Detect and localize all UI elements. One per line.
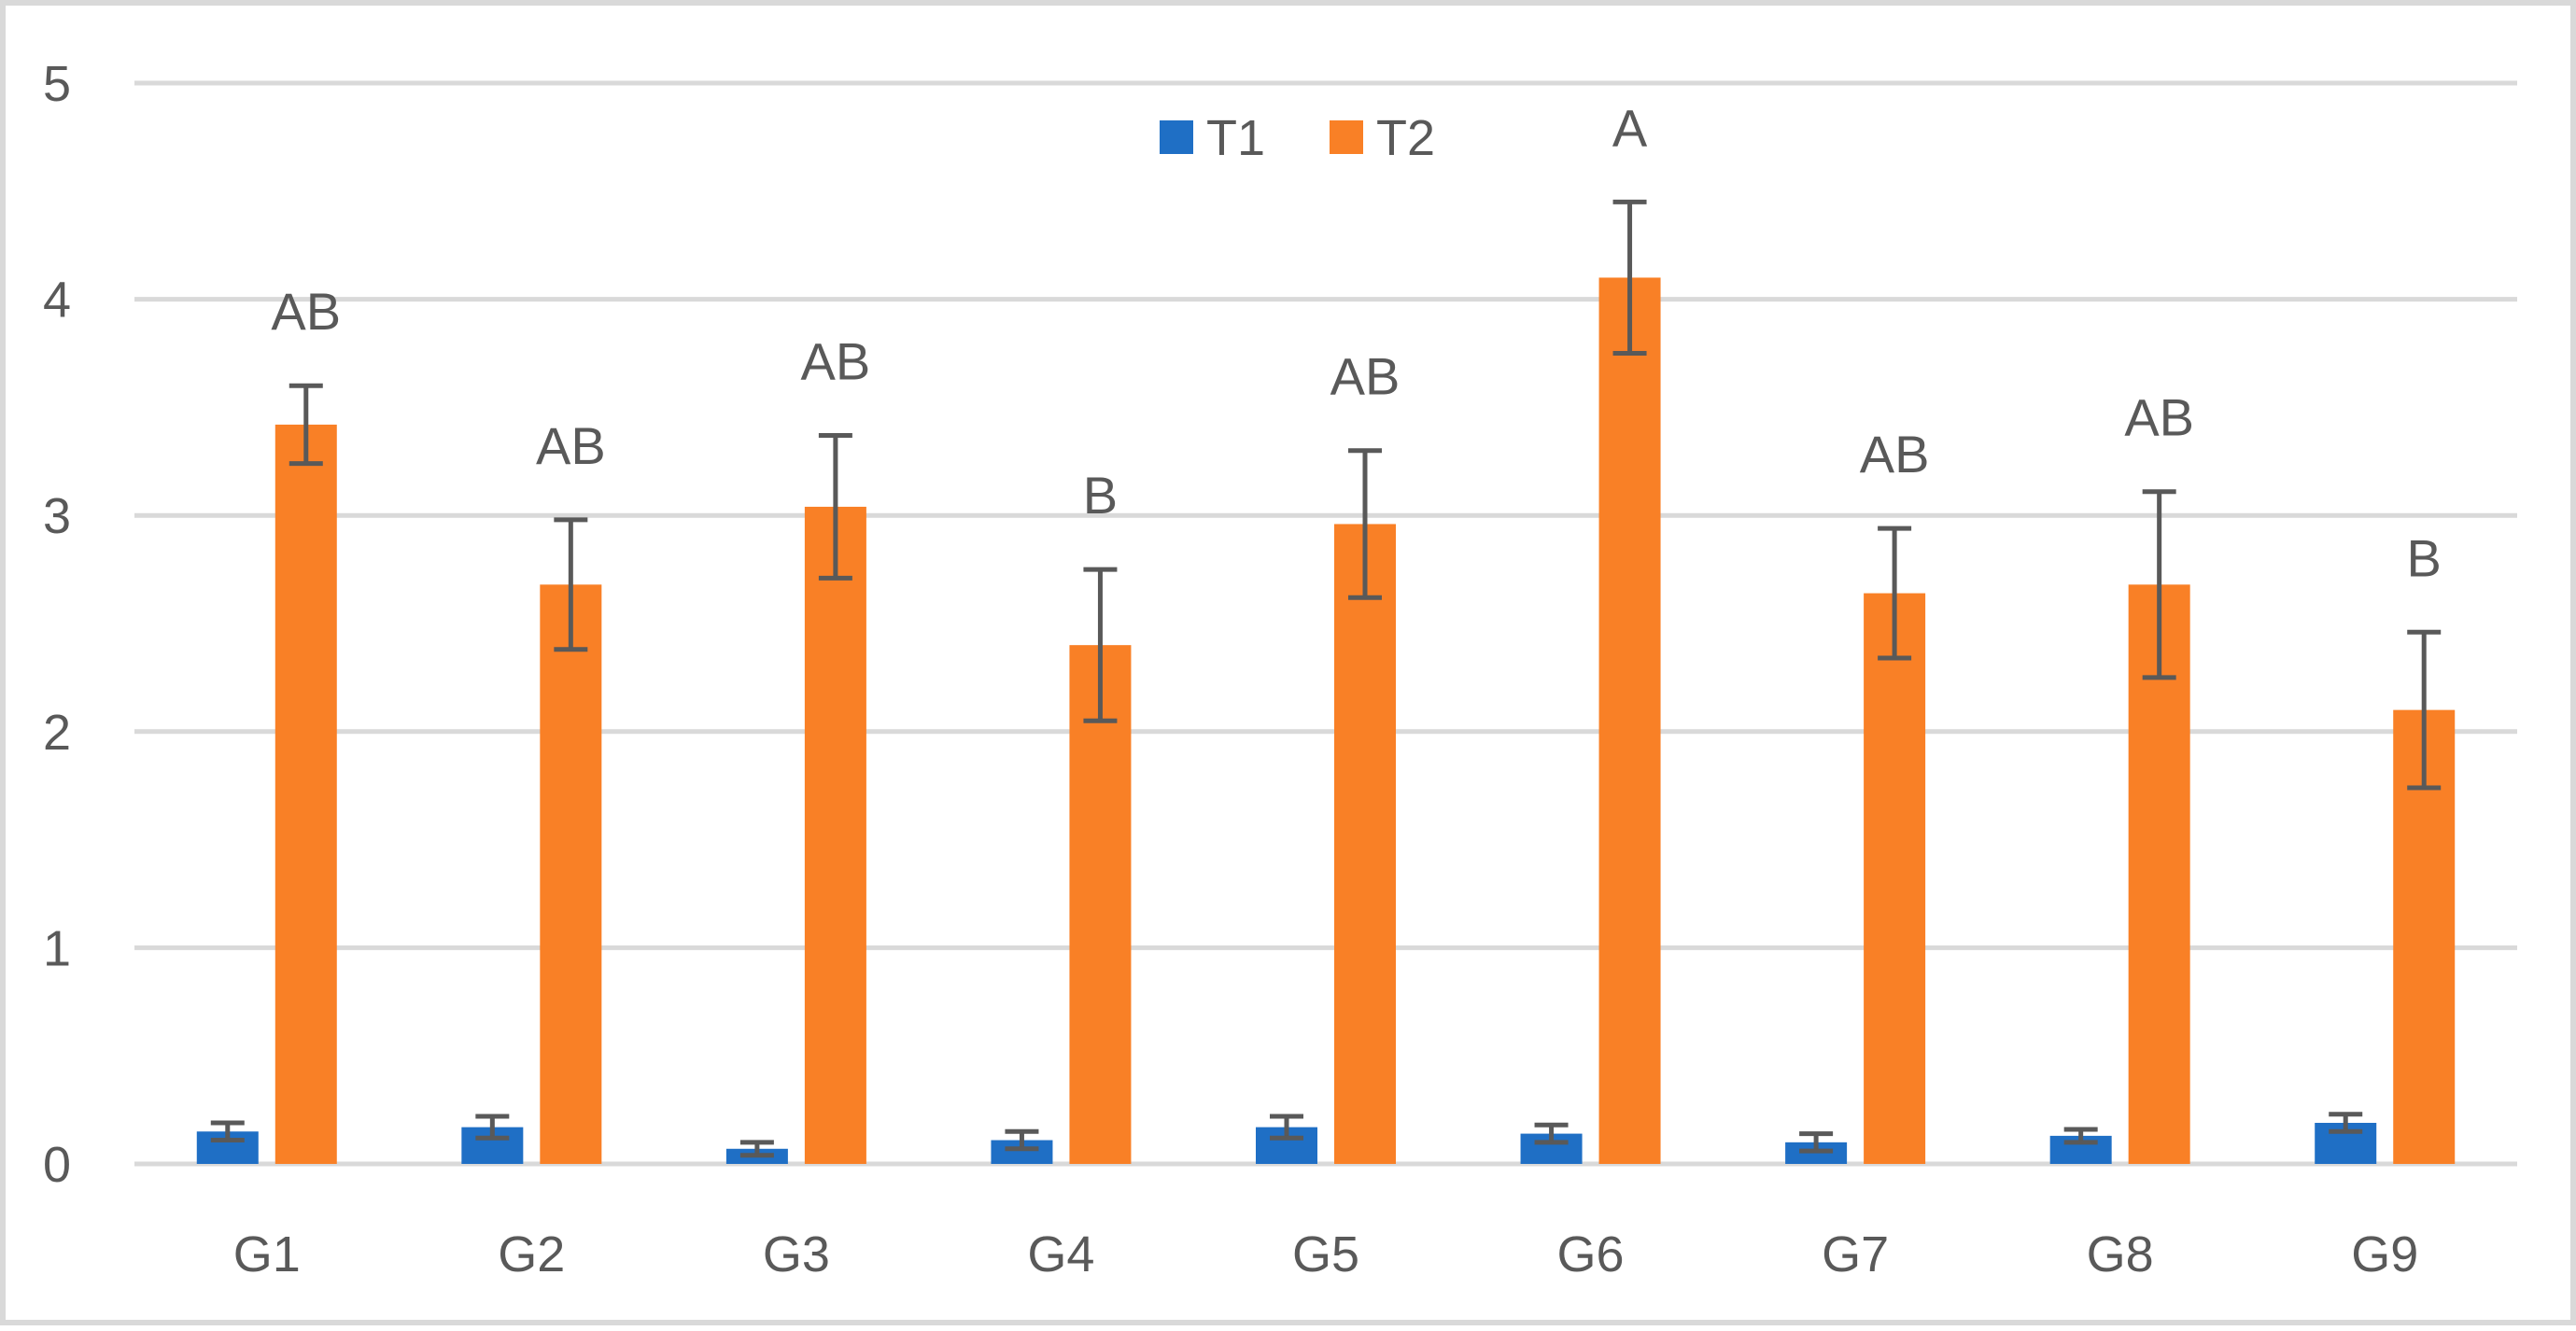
x-tick-label-G3: G3 (763, 1226, 830, 1282)
bar-T2-G1 (274, 424, 337, 1165)
legend-label-T1: T1 (1206, 110, 1265, 166)
significance-label-G8: AB (2124, 388, 2194, 447)
x-tick-label-G1: G1 (233, 1226, 301, 1282)
significance-label-G9: B (2407, 528, 2442, 587)
bar-T2-G7 (1864, 593, 1926, 1164)
x-tick-label-G4: G4 (1027, 1226, 1094, 1282)
significance-labels: AB AB AB B AB A AB AB B (271, 98, 2441, 587)
y-tick-label: 2 (43, 705, 71, 761)
y-axis-ticks: 0 1 2 3 4 5 (43, 56, 71, 1193)
significance-label-G7: AB (1860, 425, 1930, 483)
significance-label-G2: AB (536, 416, 606, 475)
bar-T2-G8 (2128, 584, 2190, 1164)
legend-label-T2: T2 (1376, 110, 1435, 166)
x-axis-ticks: G1 G2 G3 G4 G5 G6 G7 G8 G9 (233, 1226, 2418, 1282)
bar-T2-G2 (540, 584, 602, 1164)
x-tick-label-G5: G5 (1292, 1226, 1359, 1282)
x-tick-label-G7: G7 (1822, 1226, 1889, 1282)
y-tick-label: 0 (43, 1137, 71, 1193)
x-tick-label-G8: G8 (2087, 1226, 2154, 1282)
significance-label-G4: B (1083, 466, 1118, 525)
y-tick-label: 3 (43, 488, 71, 544)
bar-T2-G3 (804, 506, 866, 1164)
significance-label-G5: AB (1330, 347, 1401, 406)
legend-swatch-T2 (1330, 120, 1363, 154)
y-tick-label: 1 (43, 920, 71, 976)
y-tick-label: 4 (43, 273, 71, 329)
error-bars (210, 199, 2442, 1158)
bar-T2-G4 (1069, 645, 1132, 1164)
x-tick-label-G2: G2 (498, 1226, 565, 1282)
bars (196, 277, 2456, 1165)
gridlines (134, 80, 2517, 1167)
significance-label-G3: AB (801, 332, 871, 391)
bar-T2-G5 (1334, 524, 1396, 1164)
significance-label-G1: AB (271, 282, 341, 341)
x-tick-label-G9: G9 (2351, 1226, 2418, 1282)
legend-swatch-T1 (1160, 120, 1193, 154)
significance-label-G6: A (1612, 98, 1648, 157)
bar-T2-G6 (1598, 277, 1661, 1164)
y-tick-label: 5 (43, 56, 71, 112)
x-tick-label-G6: G6 (1557, 1226, 1625, 1282)
legend: T1 T2 (1160, 110, 1435, 166)
